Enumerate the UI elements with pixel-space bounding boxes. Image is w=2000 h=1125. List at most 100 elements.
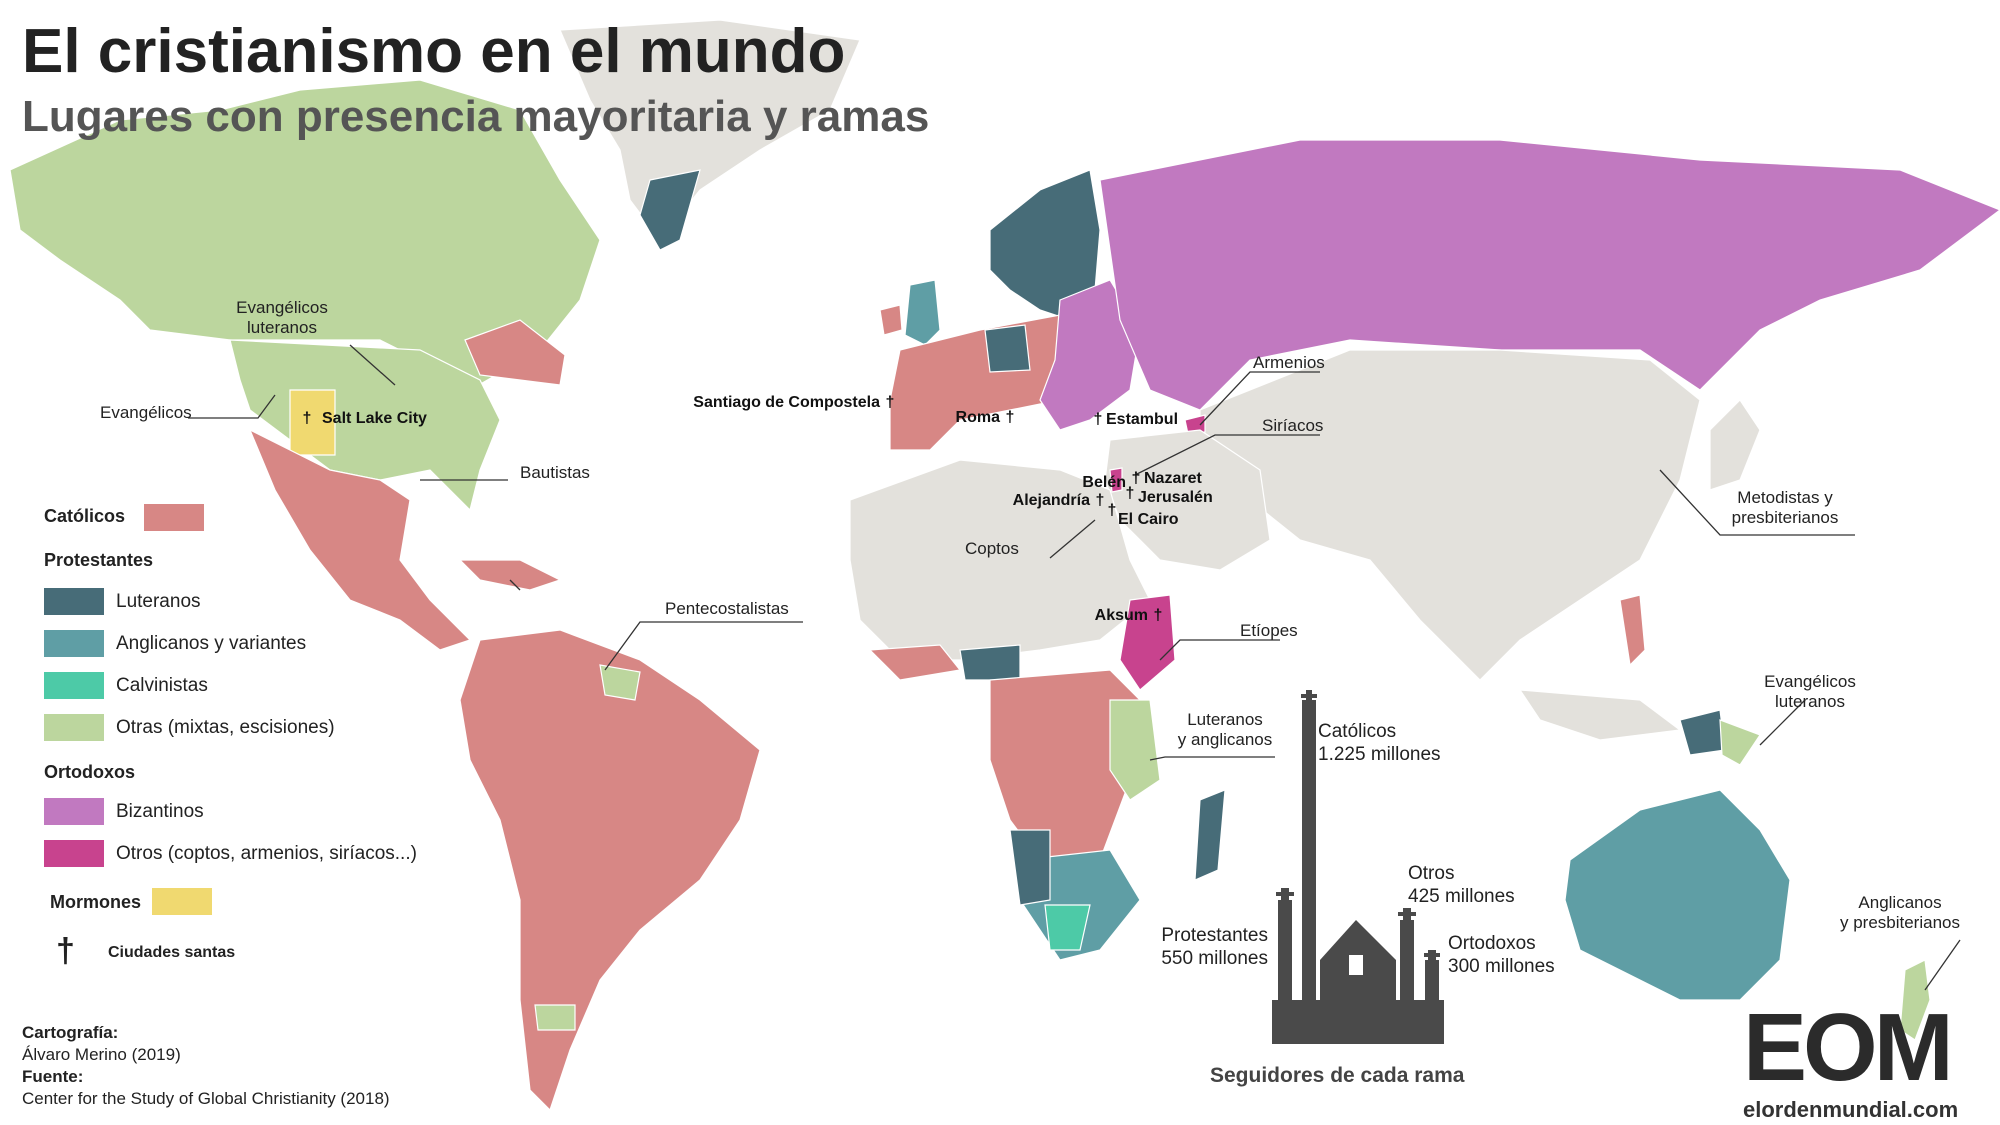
stat-catolicos-value: 1.225 millones [1318,744,1441,765]
label-etiopes: Etíopes [1240,621,1298,640]
legend-otras-swatch [44,714,104,741]
germany [984,324,1031,373]
credits: Cartografía: Álvaro Merino (2019) Fuente… [22,1022,390,1110]
greenland-coast [639,169,701,251]
new-zealand [1899,959,1931,1041]
church-icon [1272,690,1444,1044]
legend-calvinistas-swatch [44,672,104,699]
caribbean [458,559,562,591]
japan [1709,399,1761,491]
label-metodistas-2: presbiterianos [1732,508,1839,527]
ireland [879,304,903,336]
east-africa [1109,699,1161,801]
nigeria [959,644,1021,681]
legend-otros-ortodoxos-label: Otros (coptos, armenios, siríacos...) [116,842,417,864]
city-belen: Belén [1082,474,1126,491]
city-alejandria-cross: † [1096,492,1105,509]
madagascar [1194,789,1226,881]
label-luteranos-anglicanos-1: Luteranos [1187,710,1263,729]
philippines [1619,594,1646,667]
label-metodistas-1: Metodistas y [1737,488,1833,507]
leader-lines [188,344,1961,991]
label-coptos: Coptos [965,539,1019,558]
stat-catolicos: Católicos 1.225 millones [1318,720,1441,766]
stat-otros-label: Otros [1408,863,1455,884]
ethiopia [1119,594,1176,691]
label-anglicanos-nz-1: Anglicanos [1858,893,1941,912]
legend-catolicos-label: Católicos [44,506,126,526]
indonesia [1518,689,1682,741]
followers-caption: Seguidores de cada rama [1210,1064,1465,1087]
credits-fuente-value: Center for the Study of Global Christian… [22,1089,390,1108]
city-estambul-cross: † [1094,411,1103,428]
legend-bizantinos-swatch [44,798,104,825]
city-salt-lake-cross: † [303,410,312,427]
eom-logo-letters: EOM [1743,994,1954,1101]
holy-cities: † Salt Lake City Santiago de Compostela … [303,394,1213,624]
city-aksum: Aksum [1095,607,1148,624]
namibia [1009,829,1051,906]
papua-new-guinea [1679,709,1726,756]
legend-calvinistas-label: Calvinistas [116,674,208,696]
city-estambul: Estambul [1106,411,1178,428]
legend-anglicanos-swatch [44,630,104,657]
page-title: El cristianismo en el mundo [22,17,846,86]
label-bautistas: Bautistas [520,463,590,482]
legend-bizantinos: Bizantinos [44,798,204,825]
legend-otras: Otras (mixtas, escisiones) [44,714,335,741]
legend-mormones-label: Mormones [50,892,142,912]
legend-otras-label: Otras (mixtas, escisiones) [116,716,335,738]
city-salt-lake: Salt Lake City [322,410,427,427]
stat-otros: Otros 425 millones [1408,862,1515,908]
legend-protestantes-heading: Protestantes [44,550,154,570]
label-anglicanos-nz-2: y presbiterianos [1840,913,1960,932]
annotation-labels: Evangélicos luteranos Evangélicos Bautis… [100,298,1960,932]
asia [1199,349,1701,681]
australia [1564,789,1791,1001]
stat-protestantes: Protestantes 550 millones [1150,924,1268,970]
png-east [1719,719,1761,766]
armenia [1184,414,1206,435]
legend-catolicos-swatch [144,504,204,531]
legend-ciudades-santas-label: Ciudades santas [108,944,236,961]
south-america [459,629,761,1112]
label-luteranos-anglicanos-2: y anglicanos [1178,730,1273,749]
uruguay [534,1004,576,1031]
west-africa [868,644,962,681]
city-nazaret: Nazaret [1144,470,1202,487]
usa [229,339,501,512]
legend-anglicanos: Anglicanos y variantes [44,630,306,657]
lebanon [1109,467,1123,493]
label-evangelicos-luteranos-na-2: luteranos [247,318,317,337]
legend-bizantinos-label: Bizantinos [116,800,204,822]
credits-fuente-label: Fuente: [22,1067,84,1086]
stat-protestantes-label: Protestantes [1161,925,1268,946]
legend-calvinistas: Calvinistas [44,672,208,699]
western-europe [889,314,1091,451]
label-evangelicos-png-2: luteranos [1775,692,1845,711]
legend-luteranos-label: Luteranos [116,590,201,612]
quebec-catholic [464,319,566,386]
label-evangelicos: Evangélicos [100,403,192,422]
credits-cartografia-label: Cartografía: [22,1023,119,1042]
label-armenios: Armenios [1253,353,1325,372]
city-roma-cross: † [1006,409,1015,426]
russia [1099,139,2000,411]
label-evangelicos-luteranos-na-1: Evangélicos [236,298,328,317]
credits-cartografia-value: Álvaro Merino (2019) [22,1045,181,1064]
legend-anglicanos-label: Anglicanos y variantes [116,632,307,654]
label-siriacos: Siríacos [1262,416,1323,435]
stat-ortodoxos-label: Ortodoxos [1448,933,1536,954]
label-evangelicos-png-1: Evangélicos [1764,672,1856,691]
eom-logo-site: elordenmundial.com [1743,1097,1959,1122]
north-africa [849,459,1151,661]
city-alejandria: Alejandría [1013,492,1090,509]
legend-ortodoxos-heading: Ortodoxos [44,762,136,782]
eom-logo: EOM elordenmundial.com [1743,994,1983,1123]
city-santiago-cross: † [886,394,895,411]
legend-otros-ortodoxos-swatch [44,840,104,867]
stat-catolicos-label: Católicos [1318,721,1397,742]
guyana [599,664,641,701]
legend-luteranos: Luteranos [44,588,201,615]
